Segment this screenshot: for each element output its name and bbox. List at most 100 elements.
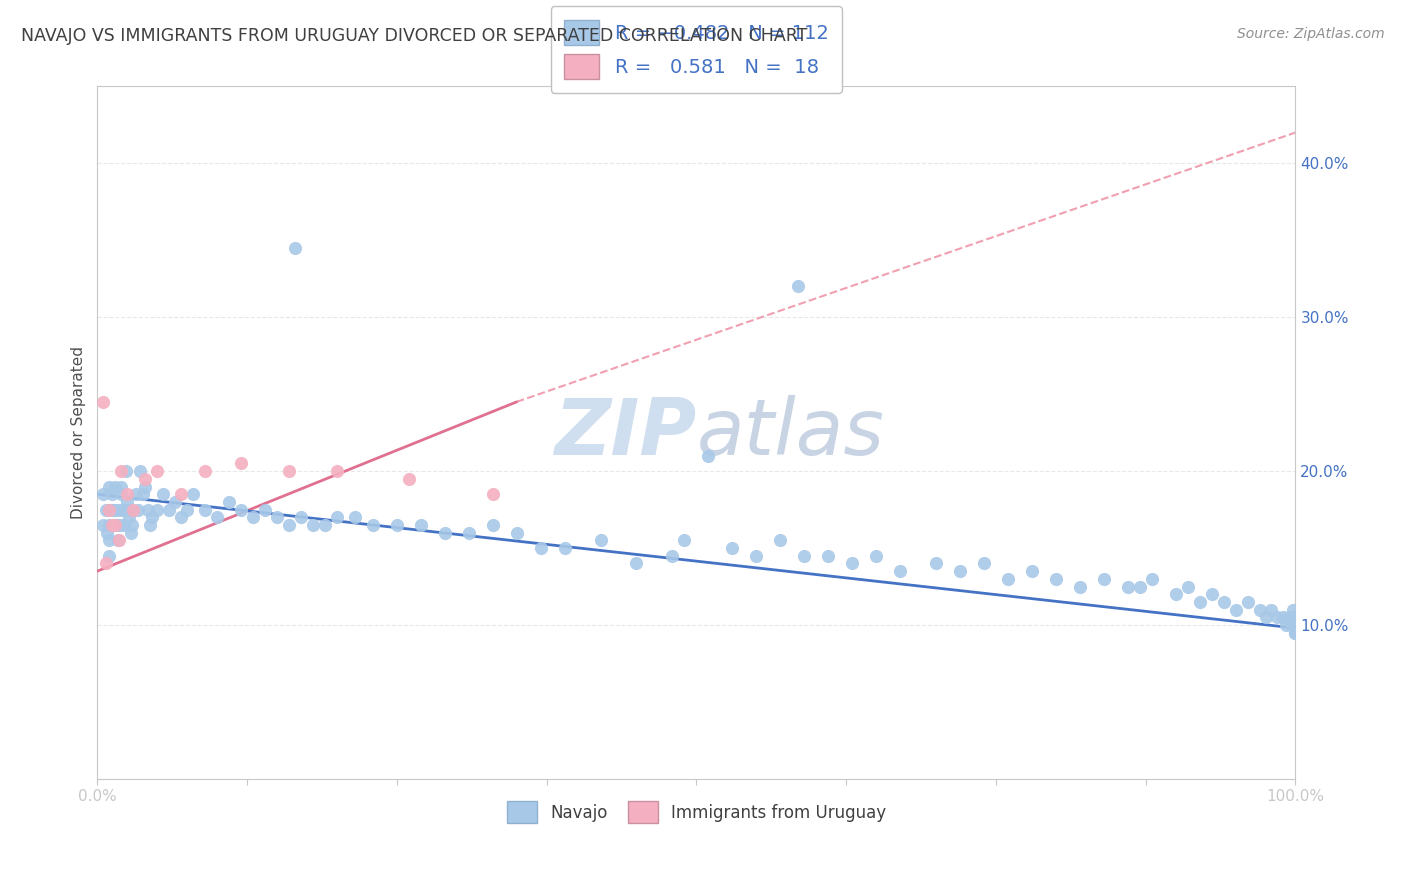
Point [626, 557, 648, 571]
Point [93, 487, 115, 501]
Point [98, 502, 121, 516]
Point [157, 502, 180, 516]
Point [104, 479, 127, 493]
Point [314, 518, 336, 533]
Point [127, 502, 149, 516]
Point [457, 525, 479, 540]
Point [103, 518, 125, 533]
Point [94, 557, 117, 571]
Point [1212, 595, 1234, 609]
Point [121, 518, 143, 533]
Point [98, 502, 121, 516]
Point [134, 472, 156, 486]
Point [721, 541, 744, 555]
Point [229, 457, 252, 471]
Point [120, 525, 142, 540]
Point [302, 518, 325, 533]
Point [122, 502, 145, 516]
Point [661, 549, 683, 563]
Point [194, 502, 217, 516]
Point [1188, 595, 1211, 609]
Point [108, 533, 131, 548]
Point [98, 533, 121, 548]
Point [481, 518, 503, 533]
Point [697, 449, 720, 463]
Point [170, 510, 193, 524]
Point [254, 502, 277, 516]
Point [104, 502, 127, 516]
Point [1281, 618, 1303, 632]
Point [110, 464, 132, 478]
Point [889, 564, 911, 578]
Point [1236, 595, 1258, 609]
Text: NAVAJO VS IMMIGRANTS FROM URUGUAY DIVORCED OR SEPARATED CORRELATION CHART: NAVAJO VS IMMIGRANTS FROM URUGUAY DIVORC… [21, 27, 807, 45]
Point [100, 518, 122, 533]
Point [152, 487, 174, 501]
Point [181, 487, 204, 501]
Point [104, 518, 127, 533]
Point [1177, 580, 1199, 594]
Point [278, 464, 301, 478]
Point [1260, 602, 1282, 616]
Point [1116, 580, 1139, 594]
Point [1225, 602, 1247, 616]
Point [1201, 587, 1223, 601]
Point [1129, 580, 1152, 594]
Point [1164, 587, 1187, 601]
Point [505, 525, 527, 540]
Point [108, 502, 131, 516]
Point [1092, 572, 1115, 586]
Point [266, 510, 288, 524]
Point [98, 479, 121, 493]
Point [117, 495, 139, 509]
Point [194, 464, 217, 478]
Point [205, 510, 228, 524]
Point [117, 487, 139, 501]
Point [398, 472, 420, 486]
Point [409, 518, 432, 533]
Point [973, 557, 995, 571]
Point [326, 464, 349, 478]
Point [1254, 610, 1277, 624]
Point [361, 518, 384, 533]
Point [111, 502, 134, 516]
Point [146, 464, 169, 478]
Point [94, 502, 117, 516]
Point [242, 510, 264, 524]
Point [326, 510, 349, 524]
Point [1267, 610, 1289, 624]
Point [865, 549, 887, 563]
Point [170, 487, 193, 501]
Point [176, 502, 198, 516]
Point [554, 541, 576, 555]
Point [769, 533, 792, 548]
Point [110, 479, 132, 493]
Point [229, 502, 252, 516]
Point [343, 510, 366, 524]
Point [673, 533, 696, 548]
Point [100, 487, 122, 501]
Point [110, 487, 132, 501]
Point [125, 487, 148, 501]
Point [1021, 564, 1043, 578]
Point [1284, 625, 1306, 640]
Y-axis label: Divorced or Separated: Divorced or Separated [72, 346, 86, 519]
Point [141, 510, 163, 524]
Point [218, 495, 240, 509]
Point [107, 533, 129, 548]
Point [1284, 610, 1306, 624]
Point [114, 502, 136, 516]
Point [98, 518, 121, 533]
Point [1284, 625, 1306, 640]
Point [93, 395, 115, 409]
Point [1249, 602, 1271, 616]
Point [385, 518, 408, 533]
Point [997, 572, 1019, 586]
Point [1140, 572, 1163, 586]
Point [1272, 610, 1295, 624]
Point [165, 495, 187, 509]
Point [132, 487, 155, 501]
Point [101, 502, 124, 516]
Point [589, 533, 612, 548]
Point [1069, 580, 1091, 594]
